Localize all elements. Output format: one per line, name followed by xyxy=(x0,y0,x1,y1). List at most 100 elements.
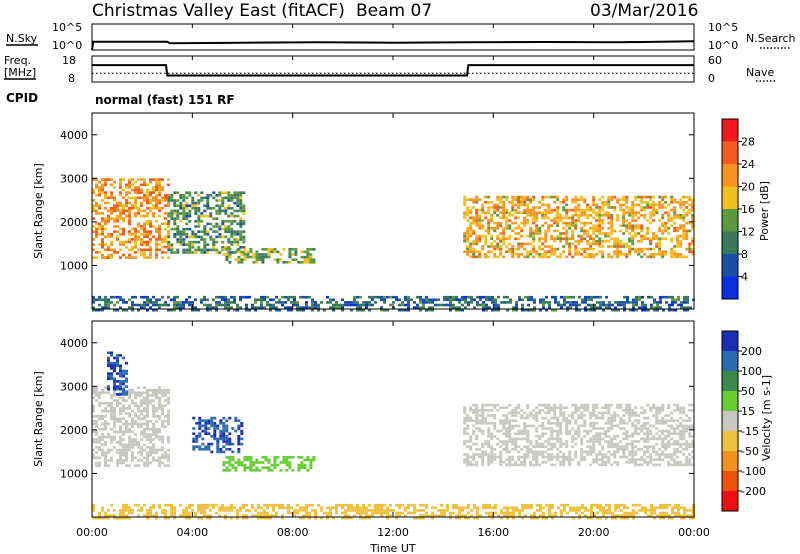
data-cell xyxy=(631,208,635,212)
data-cell xyxy=(469,416,473,420)
data-cell xyxy=(526,255,530,259)
data-cell xyxy=(667,453,671,456)
range-tick-label: 1000 xyxy=(60,467,88,480)
data-cell xyxy=(649,240,653,243)
data-cell xyxy=(210,450,214,454)
data-cell xyxy=(104,298,107,302)
data-cell xyxy=(511,424,515,428)
data-cell xyxy=(661,232,665,235)
data-cell xyxy=(164,425,167,428)
data-cell xyxy=(589,221,593,225)
data-cell xyxy=(550,453,554,456)
data-cell xyxy=(158,435,161,439)
data-cell xyxy=(487,195,491,199)
data-cell xyxy=(152,391,155,395)
data-cell xyxy=(649,424,653,428)
data-cell xyxy=(541,255,545,259)
data-cell xyxy=(152,451,155,454)
data-cell xyxy=(95,420,98,423)
data-cell xyxy=(466,234,470,238)
data-cell xyxy=(131,303,134,307)
data-cell xyxy=(125,372,128,375)
data-cell xyxy=(356,301,359,304)
data-cell xyxy=(110,396,113,400)
data-cell xyxy=(475,437,479,441)
data-cell xyxy=(422,298,425,302)
data-cell xyxy=(225,440,229,443)
data-cell xyxy=(560,295,563,299)
data-cell xyxy=(140,404,143,408)
data-cell xyxy=(240,422,244,425)
data-cell xyxy=(215,204,219,207)
data-cell xyxy=(640,195,644,199)
data-cell xyxy=(246,456,250,459)
data-cell xyxy=(119,443,122,447)
data-cell xyxy=(152,407,155,410)
data-cell xyxy=(122,399,125,402)
data-cell xyxy=(335,503,338,507)
data-cell xyxy=(685,414,689,417)
data-cell xyxy=(225,429,229,433)
data-cell xyxy=(137,509,140,512)
data-cell xyxy=(610,219,614,222)
data-cell xyxy=(167,248,171,252)
data-cell xyxy=(341,303,344,307)
data-cell xyxy=(179,243,183,246)
data-cell xyxy=(101,212,104,215)
data-cell xyxy=(110,178,113,181)
data-cell xyxy=(92,503,95,507)
data-cell xyxy=(478,414,482,417)
data-cell xyxy=(493,255,497,259)
data-cell xyxy=(101,227,104,231)
data-cell xyxy=(575,303,578,307)
data-cell xyxy=(652,232,656,235)
data-cell xyxy=(146,464,149,467)
data-cell xyxy=(365,301,368,304)
data-cell xyxy=(607,461,611,464)
data-cell xyxy=(662,295,665,299)
data-cell xyxy=(625,195,629,199)
data-cell xyxy=(562,411,566,415)
data-cell xyxy=(194,220,198,223)
data-cell xyxy=(110,206,113,210)
data-cell xyxy=(544,403,548,407)
data-cell xyxy=(584,306,587,309)
data-cell xyxy=(137,451,140,454)
data-cell xyxy=(263,306,266,309)
data-cell xyxy=(149,433,152,436)
data-cell xyxy=(449,516,452,520)
data-cell xyxy=(213,435,217,438)
data-cell xyxy=(239,222,243,226)
data-cell xyxy=(224,230,228,233)
data-cell xyxy=(188,191,192,194)
data-cell xyxy=(601,416,605,420)
data-cell xyxy=(125,214,128,218)
data-cell xyxy=(107,351,110,355)
data-cell xyxy=(446,298,449,302)
data-cell xyxy=(155,430,158,434)
data-cell xyxy=(679,450,683,454)
data-cell xyxy=(302,308,305,312)
data-cell xyxy=(625,422,629,425)
data-cell xyxy=(559,240,563,243)
data-cell xyxy=(647,509,650,512)
data-cell xyxy=(592,211,596,214)
data-cell xyxy=(110,212,113,215)
data-cell xyxy=(610,206,614,209)
data-cell xyxy=(530,514,533,517)
data-cell xyxy=(647,514,650,517)
data-cell xyxy=(565,198,569,201)
data-cell xyxy=(458,506,461,510)
data-cell xyxy=(212,306,215,309)
data-cell xyxy=(146,240,149,244)
data-cell xyxy=(389,295,392,299)
data-cell xyxy=(101,506,104,510)
data-cell xyxy=(98,298,101,302)
data-cell xyxy=(487,455,491,459)
data-cell xyxy=(164,511,167,515)
data-cell xyxy=(583,406,587,409)
data-cell xyxy=(107,298,110,302)
data-cell xyxy=(287,509,290,512)
data-cell xyxy=(110,191,113,194)
data-cell xyxy=(296,301,299,304)
